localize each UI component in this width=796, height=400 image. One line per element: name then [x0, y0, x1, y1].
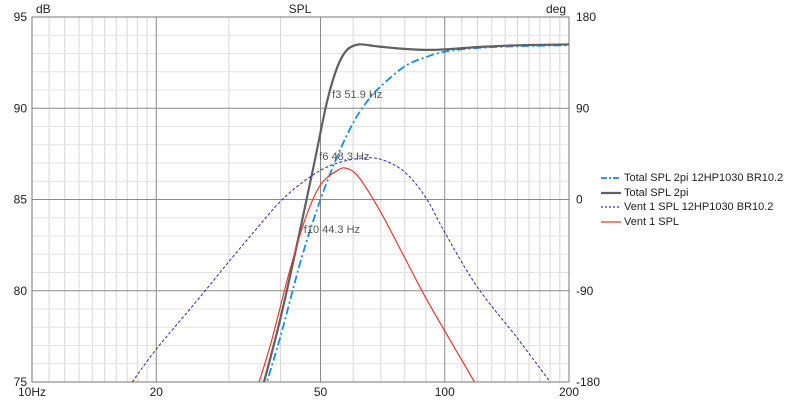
- y-right-unit: deg: [546, 2, 566, 16]
- x-tick-label: 200: [559, 385, 579, 399]
- annotation-layer: f3 51.9 Hz f6 48.3 Hz f10 44.3 Hz: [304, 89, 383, 236]
- legend-item: Vent 1 SPL: [601, 215, 783, 230]
- legend-item: Total SPL 2pi: [601, 186, 783, 201]
- series-line-4: [258, 167, 475, 382]
- chart-title: SPL: [289, 2, 312, 16]
- y-right-tick-label: -180: [576, 375, 600, 389]
- y-left-tick-label: 85: [14, 193, 28, 207]
- series-line-2: [262, 43, 569, 382]
- series-line-1: [265, 44, 569, 382]
- y-left-tick-label: 90: [14, 101, 28, 115]
- legend-swatch: [601, 221, 621, 223]
- legend-label: Total SPL 2pi: [624, 186, 689, 199]
- legend-swatch: [601, 191, 621, 194]
- annotation-label: f3 51.9 Hz: [332, 89, 382, 101]
- x-tick-label: 100: [435, 385, 455, 399]
- plot-frame: [31, 16, 570, 383]
- y-right-tick-label: 0: [576, 193, 583, 207]
- y-left-tick-label: 75: [14, 375, 28, 389]
- annotation-label: f6 48.3 Hz: [319, 151, 369, 163]
- legend-label: Vent 1 SPL: [624, 215, 680, 228]
- legend-label: Total SPL 2pi 12HP1030 BR10.2: [624, 172, 784, 185]
- legend-swatch: [601, 206, 621, 208]
- legend-item: Total SPL 2pi 12HP1030 BR10.2: [601, 171, 783, 186]
- legend-label: Vent 1 SPL 12HP1030 BR10.2: [624, 201, 774, 214]
- y-right-tick-label: 90: [576, 101, 590, 115]
- series-layer: [131, 43, 569, 382]
- annotation-label: f10 44.3 Hz: [304, 224, 360, 236]
- x-tick-label: 50: [314, 385, 328, 399]
- y-left-tick-label: 80: [14, 284, 28, 298]
- legend-item: Vent 1 SPL 12HP1030 BR10.2: [601, 200, 783, 215]
- x-tick-label: 10Hz: [18, 385, 46, 399]
- legend-swatch: [601, 177, 621, 180]
- chart-legend: Total SPL 2pi 12HP1030 BR10.2 Total SPL 2…: [601, 171, 783, 229]
- y-left-unit: dB: [36, 2, 51, 16]
- x-tick-label: 20: [150, 385, 164, 399]
- series-line-3: [131, 157, 551, 382]
- y-right-tick-label: 180: [576, 10, 596, 24]
- y-right-tick-label: -90: [576, 284, 594, 298]
- axis-labels: 10Hz 20 50 100 200 75 80 85 90 95 -180 -90 0 90 180: [14, 10, 601, 399]
- y-left-tick-label: 95: [14, 10, 28, 24]
